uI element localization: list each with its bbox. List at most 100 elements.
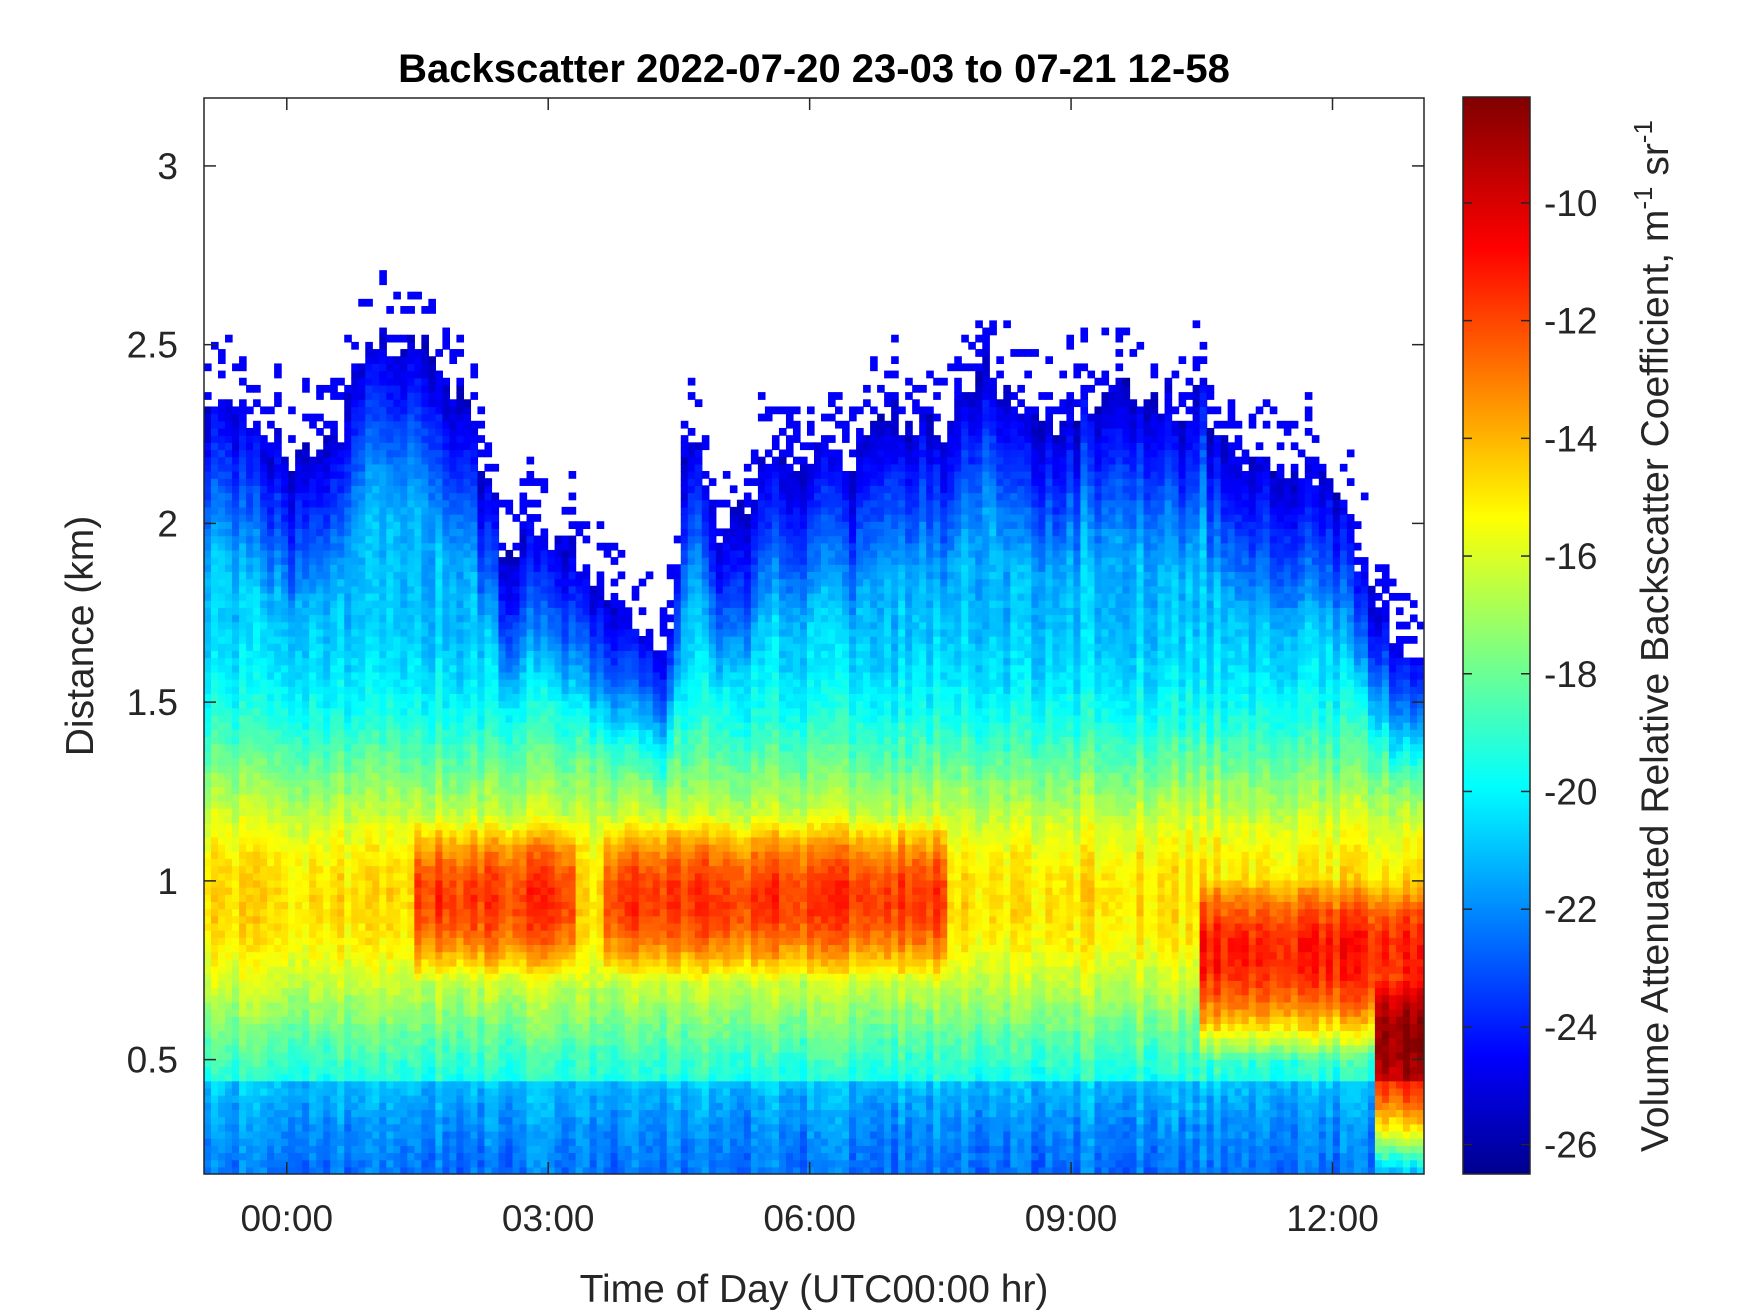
heatmap-cell xyxy=(344,478,352,486)
heatmap-cell xyxy=(407,922,415,931)
heatmap-cell xyxy=(498,779,507,788)
heatmap-cell xyxy=(379,535,387,544)
heatmap-cell xyxy=(358,1059,366,1067)
heatmap-cell xyxy=(211,815,219,824)
heatmap-cell xyxy=(358,377,366,386)
heatmap-cell xyxy=(288,621,296,630)
heatmap-cell xyxy=(477,772,486,781)
heatmap-cell xyxy=(267,557,275,565)
heatmap-cell xyxy=(470,1059,479,1067)
heatmap-cell xyxy=(323,542,331,551)
heatmap-cell xyxy=(232,779,240,788)
heatmap-cell xyxy=(484,1159,493,1168)
heatmap-cell xyxy=(281,679,289,687)
heatmap-cell xyxy=(407,478,415,486)
heatmap-cell xyxy=(232,1138,240,1146)
heatmap-cell xyxy=(442,844,451,852)
heatmap-cell xyxy=(267,585,275,594)
heatmap-cell xyxy=(519,887,528,895)
heatmap-cell xyxy=(421,334,429,343)
heatmap-cell xyxy=(288,492,296,501)
heatmap-cell xyxy=(288,714,296,723)
heatmap-cell xyxy=(414,1130,422,1139)
heatmap-cell xyxy=(246,729,254,738)
heatmap-cell xyxy=(358,693,366,702)
heatmap-cell xyxy=(498,872,507,881)
heatmap-cell xyxy=(456,736,465,745)
heatmap-cell xyxy=(505,750,514,759)
heatmap-cell xyxy=(400,951,408,960)
heatmap-cell xyxy=(400,349,408,357)
heatmap-cell xyxy=(295,471,303,479)
heatmap-cell xyxy=(281,1087,289,1096)
heatmap-cell xyxy=(470,600,479,608)
heatmap-cell xyxy=(239,786,247,795)
heatmap-cell xyxy=(211,341,219,350)
heatmap-cell xyxy=(204,822,212,831)
heatmap-cell xyxy=(379,937,387,946)
heatmap-cell xyxy=(379,793,387,802)
heatmap-cell xyxy=(512,1052,521,1060)
heatmap-cell xyxy=(400,729,408,738)
heatmap-cell xyxy=(379,334,387,343)
heatmap-cell xyxy=(498,1116,507,1125)
heatmap-cell xyxy=(330,858,338,867)
heatmap-cell xyxy=(337,829,345,838)
heatmap-cell xyxy=(512,786,521,795)
heatmap-cell xyxy=(358,1052,366,1060)
heatmap-cell xyxy=(379,887,387,895)
heatmap-cell xyxy=(281,628,289,637)
heatmap-cell xyxy=(442,743,451,752)
heatmap-cell xyxy=(414,815,422,824)
heatmap-cell xyxy=(267,1044,275,1053)
heatmap-cell xyxy=(211,585,219,594)
heatmap-cell xyxy=(337,1130,345,1139)
heatmap-cell xyxy=(330,1138,338,1146)
heatmap-cell xyxy=(295,958,303,967)
heatmap-cell xyxy=(442,980,451,989)
heatmap-cell xyxy=(421,872,429,881)
heatmap-cell xyxy=(505,879,514,888)
heatmap-cell xyxy=(456,693,465,702)
heatmap-cell xyxy=(267,614,275,623)
heatmap-cell xyxy=(365,965,373,974)
heatmap-cell xyxy=(407,1037,415,1046)
heatmap-cell xyxy=(498,621,507,630)
heatmap-cell xyxy=(309,815,317,824)
heatmap-cell xyxy=(470,1138,479,1146)
heatmap-cell xyxy=(372,973,380,981)
heatmap-cell xyxy=(519,621,528,630)
heatmap-cell xyxy=(288,937,296,946)
heatmap-cell xyxy=(267,765,275,773)
heatmap-cell xyxy=(323,693,331,702)
heatmap-cell xyxy=(393,822,401,831)
heatmap-cell xyxy=(253,492,261,501)
heatmap-cell xyxy=(337,1166,345,1174)
heatmap-cell xyxy=(421,614,429,623)
heatmap-cell xyxy=(428,750,436,759)
heatmap-cell xyxy=(260,449,268,458)
heatmap-cell xyxy=(386,413,394,422)
heatmap-cell xyxy=(232,743,240,752)
heatmap-cell xyxy=(204,607,212,616)
heatmap-cell xyxy=(358,628,366,637)
heatmap-cell xyxy=(344,686,352,694)
heatmap-cell xyxy=(477,535,486,544)
heatmap-cell xyxy=(407,707,415,716)
heatmap-cell xyxy=(316,628,324,637)
heatmap-cell xyxy=(323,557,331,565)
heatmap-cell xyxy=(379,578,387,587)
heatmap-cell xyxy=(400,829,408,838)
heatmap-cell xyxy=(218,664,226,673)
heatmap-cell xyxy=(323,951,331,960)
heatmap-cell xyxy=(253,1066,261,1075)
heatmap-cell xyxy=(519,636,528,644)
heatmap-cell xyxy=(344,1159,352,1168)
heatmap-cell xyxy=(421,937,429,946)
heatmap-cell xyxy=(393,743,401,752)
heatmap-cell xyxy=(302,901,310,910)
heatmap-cell xyxy=(379,277,387,286)
heatmap-cell xyxy=(239,1145,247,1154)
heatmap-cell xyxy=(456,492,465,501)
heatmap-cell xyxy=(225,879,233,888)
